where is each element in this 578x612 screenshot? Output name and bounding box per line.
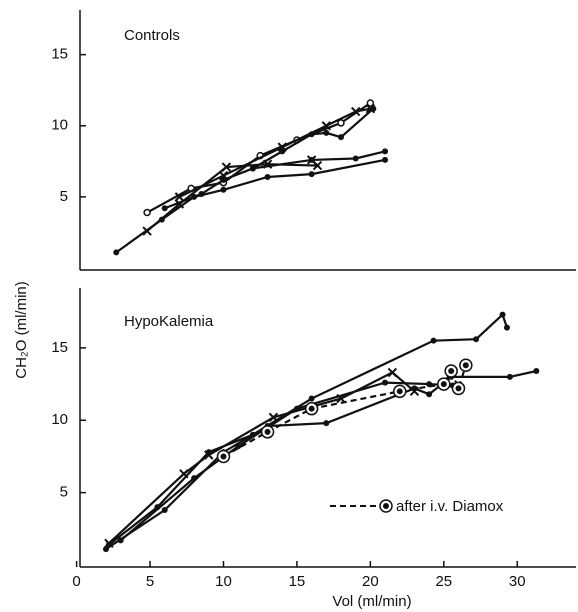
marker <box>221 162 232 172</box>
marker <box>264 173 271 180</box>
marker <box>503 324 510 331</box>
marker <box>506 373 513 380</box>
marker <box>396 388 403 395</box>
annotation: after i.v. Diamox <box>396 498 504 515</box>
marker <box>462 362 469 369</box>
marker <box>235 443 242 450</box>
marker <box>198 191 205 198</box>
marker <box>308 405 315 412</box>
y-axis-label: CH₂O (ml/min) <box>13 281 30 378</box>
marker <box>337 119 345 127</box>
y-tick-label: 15 <box>51 339 68 356</box>
marker <box>499 311 506 318</box>
y-tick-label: 10 <box>51 117 68 134</box>
marker <box>308 395 315 402</box>
marker <box>220 186 227 193</box>
panel-title: Controls <box>124 27 180 44</box>
series-line <box>105 369 537 550</box>
marker <box>365 104 376 114</box>
y-tick-label: 5 <box>60 188 68 205</box>
marker <box>293 405 300 412</box>
y-tick-label: 15 <box>51 46 68 63</box>
marker <box>277 142 287 152</box>
marker <box>161 205 168 212</box>
marker <box>174 192 185 202</box>
y-tick-label: 10 <box>51 411 68 428</box>
marker <box>143 208 151 217</box>
marker <box>455 385 462 392</box>
marker <box>191 475 198 482</box>
series-line <box>119 381 453 542</box>
x-tick-label: 25 <box>435 573 452 590</box>
marker <box>204 450 214 460</box>
series-line <box>222 364 467 458</box>
series-line <box>178 107 371 198</box>
marker <box>268 412 279 423</box>
marker <box>308 156 315 163</box>
marker <box>382 379 389 386</box>
marker <box>430 337 437 344</box>
marker <box>220 453 227 460</box>
marker <box>249 165 256 172</box>
marker <box>117 537 124 544</box>
marker <box>102 546 109 553</box>
marker <box>426 391 433 398</box>
marker <box>321 121 332 131</box>
series-line <box>252 150 386 170</box>
x-tick-label: 10 <box>215 573 232 590</box>
marker <box>473 336 480 343</box>
marker <box>161 507 168 513</box>
marker <box>366 99 375 107</box>
marker <box>387 367 398 378</box>
marker <box>113 249 120 256</box>
marker <box>352 155 359 162</box>
marker <box>533 368 540 375</box>
marker <box>308 171 315 178</box>
marker <box>448 368 455 375</box>
marker <box>323 420 330 427</box>
x-tick-label: 30 <box>509 573 526 590</box>
x-axis-label: Vol (ml/min) <box>332 593 411 610</box>
marker <box>350 106 361 117</box>
x-tick-label: 0 <box>72 573 80 590</box>
marker <box>323 129 330 136</box>
marker <box>440 381 447 388</box>
marker <box>218 170 229 181</box>
y-tick-label: 5 <box>60 484 68 501</box>
marker <box>264 428 271 435</box>
x-tick-label: 5 <box>146 573 154 590</box>
marker <box>142 226 152 236</box>
legend-marker <box>379 499 393 513</box>
legend-marker <box>383 503 389 509</box>
x-tick-label: 20 <box>362 573 379 590</box>
panel-title: HypoKalemia <box>124 313 214 330</box>
marker <box>382 156 389 163</box>
x-tick-label: 15 <box>289 573 306 590</box>
marker <box>337 134 344 141</box>
marker <box>179 469 189 479</box>
marker <box>382 148 389 155</box>
